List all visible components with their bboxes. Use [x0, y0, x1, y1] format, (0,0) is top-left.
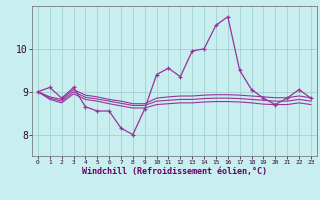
X-axis label: Windchill (Refroidissement éolien,°C): Windchill (Refroidissement éolien,°C) — [82, 167, 267, 176]
